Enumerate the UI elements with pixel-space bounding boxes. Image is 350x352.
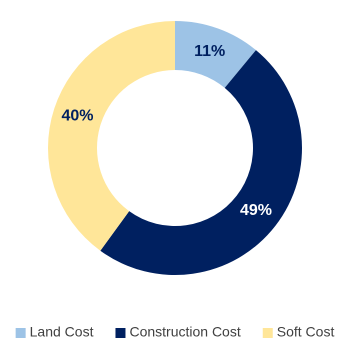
- legend-swatch: [115, 328, 126, 338]
- data-label: 11%: [194, 43, 225, 60]
- data-label: 49%: [240, 202, 272, 219]
- legend-swatch: [262, 328, 273, 338]
- legend-swatch: [15, 328, 26, 338]
- slice: [175, 21, 256, 88]
- legend-label: Construction Cost: [129, 324, 240, 340]
- slice: [48, 21, 175, 251]
- legend-label: Soft Cost: [277, 324, 335, 340]
- data-label: 40%: [62, 108, 94, 125]
- slice: [100, 50, 302, 275]
- legend-label: Land Cost: [30, 324, 94, 340]
